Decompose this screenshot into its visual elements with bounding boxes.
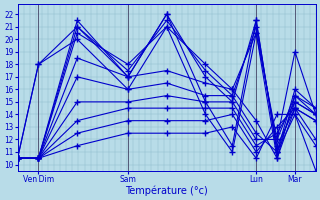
X-axis label: Température (°c): Température (°c)	[125, 185, 208, 196]
